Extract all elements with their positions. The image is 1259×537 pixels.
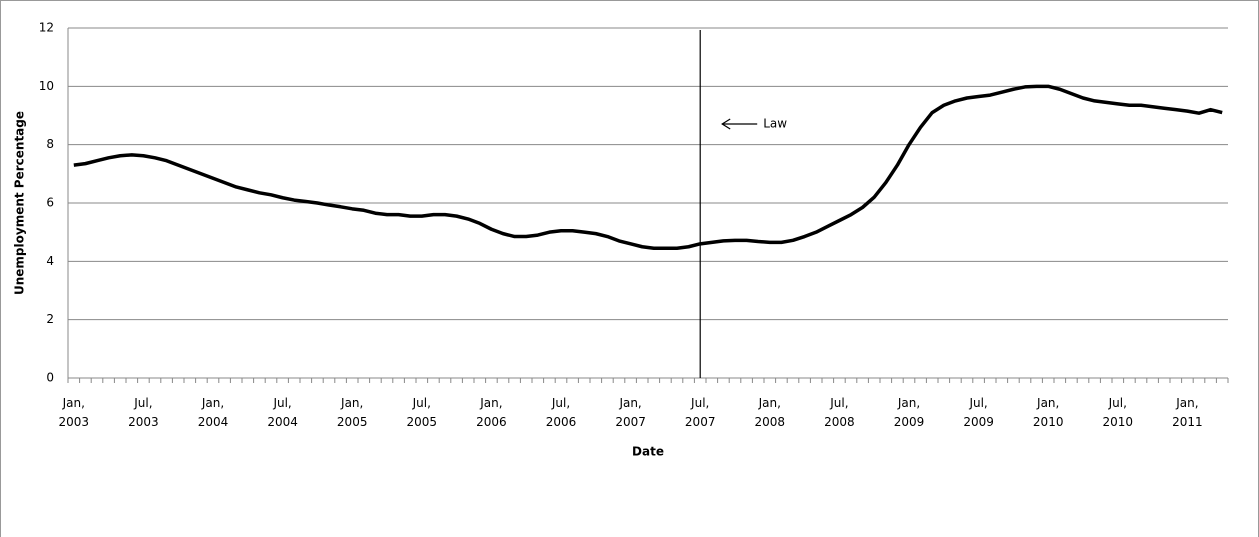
x-tick-label: Jul, 2008 xyxy=(824,396,855,429)
y-tick-label: 4 xyxy=(46,254,54,268)
x-tick-label: Jul, 2004 xyxy=(267,396,298,429)
y-tick-label: 2 xyxy=(46,312,54,326)
x-tick-label: Jan, 2009 xyxy=(894,396,925,429)
x-tick-label: Jan, 2011 xyxy=(1172,396,1203,429)
x-tick-label: Jan, 2005 xyxy=(337,396,368,429)
y-tick-label: 12 xyxy=(39,21,54,35)
x-tick-label: Jul, 2007 xyxy=(685,396,716,429)
x-tick-label: Jul, 2009 xyxy=(963,396,994,429)
y-tick-label: 0 xyxy=(46,371,54,385)
x-tick-label: Jul, 2006 xyxy=(546,396,577,429)
y-tick-label: 6 xyxy=(46,196,54,210)
x-tick-label: Jul, 2010 xyxy=(1103,396,1134,429)
annotation-text: Law xyxy=(763,117,787,131)
line-series xyxy=(73,84,1223,250)
x-tick-label: Jan, 2008 xyxy=(755,396,786,429)
x-tick-label: Jan, 2010 xyxy=(1033,396,1064,429)
x-tick-label: Jul, 2005 xyxy=(407,396,438,429)
x-tick-label: Jan, 2007 xyxy=(615,396,646,429)
x-axis-title: Date xyxy=(632,445,664,459)
x-tick-label: Jan, 2004 xyxy=(198,396,229,429)
annotation-arrowhead xyxy=(721,118,731,130)
y-tick-label: 8 xyxy=(46,137,54,151)
y-tick-label: 10 xyxy=(39,79,54,93)
x-tick-label: Jan, 2006 xyxy=(476,396,507,429)
x-tick-label: Jul, 2003 xyxy=(128,396,159,429)
x-tick-label: Jan, 2003 xyxy=(59,396,90,429)
y-axis-title: Unemployment Percentage xyxy=(13,111,27,295)
